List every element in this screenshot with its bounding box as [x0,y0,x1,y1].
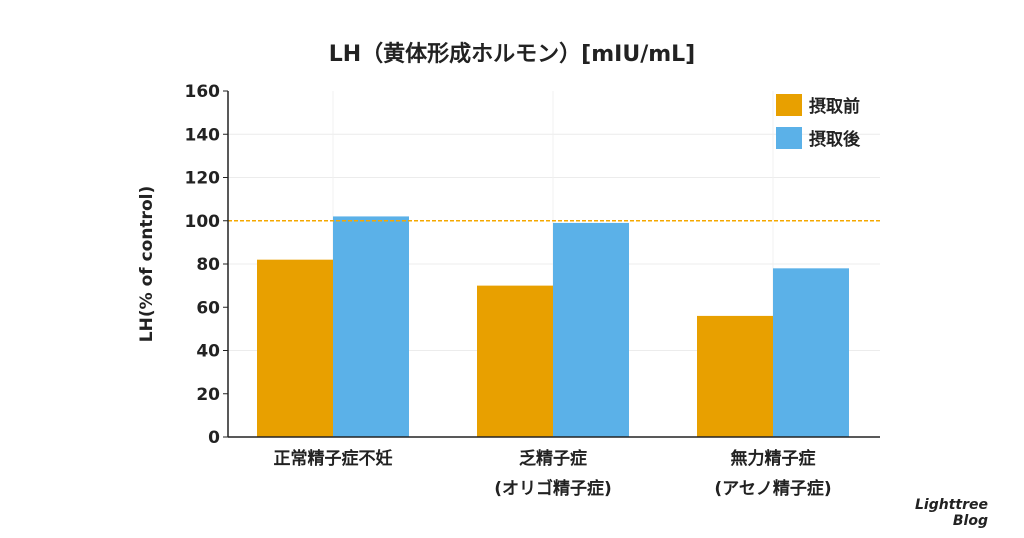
legend-label: 摂取前 [809,96,860,117]
bar-after [773,268,849,437]
watermark-logo: Lighttree Blog [915,497,988,529]
legend-swatch [776,94,802,116]
bar-before [697,315,773,437]
x-category-label: (アセノ精子症) [714,478,831,499]
bar-before [477,285,553,437]
bar-after [553,222,629,437]
y-tick-label: 60 [196,298,220,318]
x-category-label: 無力精子症 [731,448,816,469]
y-tick-label: 0 [208,428,220,448]
x-category-label: 乏精子症 [519,448,587,469]
y-tick-label: 140 [185,125,221,145]
y-tick-label: 100 [185,212,221,232]
x-category-label: (オリゴ精子症) [494,478,612,499]
legend-swatch [776,127,802,149]
chart-title: LH（黄体形成ホルモン）[mIU/mL] [328,42,696,67]
x-category-label: 正常精子症不妊 [274,448,393,469]
bar-after [333,216,409,437]
y-axis-label: LH(% of control) [137,186,157,342]
y-tick-label: 80 [196,255,220,275]
y-tick-label: 160 [185,82,221,102]
y-tick-label: 120 [185,169,221,189]
y-tick-label: 40 [196,342,220,362]
y-tick-label: 20 [196,385,220,405]
watermark-line-2: Blog [952,513,988,529]
watermark-line-1: Lighttree [915,497,988,513]
legend-label: 摂取後 [809,129,861,150]
bar-before [257,259,333,437]
